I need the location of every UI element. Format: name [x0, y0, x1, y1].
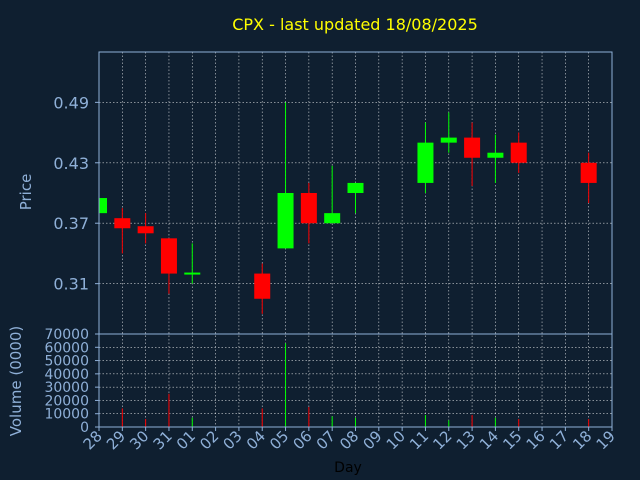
x-tick-label: 11	[406, 427, 432, 453]
volume-tick-label: 60000	[44, 340, 89, 356]
candle	[160, 238, 177, 294]
x-tick-label: 04	[243, 427, 269, 453]
x-tick-label: 08	[336, 427, 362, 453]
price-tick-label: 0.49	[53, 93, 89, 112]
candle	[510, 132, 527, 173]
candle	[300, 182, 317, 244]
x-tick-label: 16	[523, 427, 549, 453]
candle	[580, 152, 597, 204]
price-tick-label: 0.43	[53, 154, 89, 173]
x-tick-label: 19	[593, 427, 619, 453]
candle	[254, 263, 271, 314]
candle-body	[417, 142, 434, 183]
candle-body	[99, 198, 107, 214]
price-candles	[98, 102, 597, 314]
x-tick-label: 18	[569, 427, 595, 453]
axes: 0.31 0.37 0.43 0.49 010000200003000040000500…	[44, 51, 619, 453]
candle-body	[254, 273, 271, 299]
volume-tick-label: 0	[80, 420, 89, 436]
candle	[114, 208, 131, 254]
candle	[464, 122, 481, 186]
price-axis-label: Price	[17, 174, 35, 211]
chart-title: CPX - last updated 18/08/2025	[232, 15, 478, 34]
volume-axis-label: Volume (0000)	[7, 326, 25, 436]
x-tick-label: 31	[150, 427, 176, 453]
candle	[440, 112, 457, 153]
x-tick-label: 02	[196, 427, 222, 453]
x-tick-label: 05	[266, 427, 292, 453]
candle-body	[184, 272, 201, 275]
x-tick-label: 15	[499, 427, 525, 453]
candle-body	[277, 193, 294, 249]
candle-body	[440, 137, 457, 143]
candle-body	[464, 137, 481, 158]
volume-tick-label: 20000	[44, 393, 89, 409]
candle-body	[510, 142, 527, 163]
volume-tick-label: 30000	[44, 380, 89, 396]
candle	[417, 122, 434, 193]
volume-tick-label: 50000	[44, 354, 89, 370]
price-tick-label: 0.37	[53, 214, 89, 233]
candle-body	[114, 218, 131, 229]
x-tick-label: 01	[173, 427, 199, 453]
candle-body	[487, 152, 504, 158]
volume-bars	[98, 343, 590, 427]
candle	[324, 165, 341, 224]
candle	[347, 182, 364, 214]
price-tick-label: 0.31	[53, 275, 89, 294]
candle-body	[347, 182, 364, 193]
candle	[277, 102, 294, 249]
candle-body	[324, 213, 341, 224]
volume-tick-label: 10000	[44, 407, 89, 423]
candle	[137, 213, 154, 244]
x-tick-label: 12	[429, 427, 455, 453]
grid	[98, 52, 613, 427]
x-tick-label: 14	[476, 427, 502, 453]
volume-tick-label: 40000	[44, 367, 89, 383]
x-tick-label: 03	[220, 427, 246, 453]
candle-body	[300, 193, 317, 224]
candle	[98, 198, 107, 219]
x-axis-label: Day	[334, 460, 362, 476]
x-tick-label: 06	[289, 427, 315, 453]
x-tick-label: 17	[546, 427, 572, 453]
volume-tick-label: 70000	[44, 327, 89, 343]
x-tick-label: 07	[313, 427, 339, 453]
candle-body	[137, 226, 154, 234]
x-tick-label: 09	[359, 427, 385, 453]
candle-body	[160, 238, 177, 274]
x-tick-label: 29	[103, 427, 129, 453]
x-tick-label: 13	[453, 427, 479, 453]
x-tick-label: 10	[383, 427, 409, 453]
candle	[487, 134, 504, 183]
candle-body	[580, 162, 597, 183]
candle	[184, 243, 201, 284]
x-tick-label: 30	[126, 427, 152, 453]
